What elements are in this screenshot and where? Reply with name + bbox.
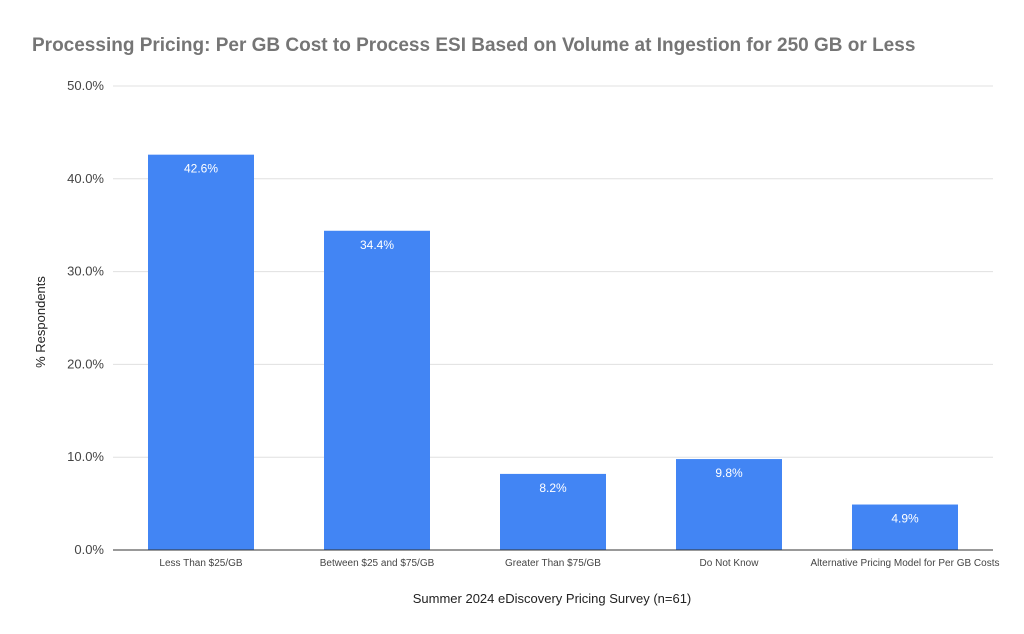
bar-value-label: 9.8% xyxy=(715,466,743,480)
y-tick-label: 0.0% xyxy=(74,542,104,557)
bar-value-label: 34.4% xyxy=(360,238,394,252)
bars xyxy=(148,154,958,550)
y-axis-ticks: 0.0% 10.0% 20.0% 30.0% 40.0% 50.0% xyxy=(67,78,104,557)
bar-value-label: 4.9% xyxy=(891,512,919,526)
y-tick-label: 40.0% xyxy=(67,171,104,186)
x-category-label: Do Not Know xyxy=(700,558,760,569)
x-category-label: Alternative Pricing Model for Per GB Cos… xyxy=(811,558,1000,569)
x-category-label: Greater Than $75/GB xyxy=(505,558,601,569)
x-axis-title: Summer 2024 eDiscovery Pricing Survey (n… xyxy=(413,591,692,606)
bar xyxy=(500,473,606,550)
y-tick-label: 50.0% xyxy=(67,78,104,93)
y-tick-label: 20.0% xyxy=(67,356,104,371)
x-axis-categories: Less Than $25/GB Between $25 and $75/GB Gr… xyxy=(159,558,999,569)
bar xyxy=(852,504,958,550)
chart-title: Processing Pricing: Per GB Cost to Proce… xyxy=(32,35,915,56)
bar-value-label: 42.6% xyxy=(184,162,218,176)
bar xyxy=(324,230,430,550)
x-category-label: Between $25 and $75/GB xyxy=(320,558,435,569)
y-tick-label: 30.0% xyxy=(67,264,104,279)
bar xyxy=(676,459,782,550)
x-category-label: Less Than $25/GB xyxy=(159,558,243,569)
y-axis-title: % Respondents xyxy=(33,276,48,368)
gridlines xyxy=(113,85,993,458)
data-labels: 42.6% 34.4% 8.2% 9.8% 4.9% xyxy=(184,162,919,526)
bar-value-label: 8.2% xyxy=(539,481,567,495)
y-tick-label: 10.0% xyxy=(67,449,104,464)
bar xyxy=(148,154,254,550)
